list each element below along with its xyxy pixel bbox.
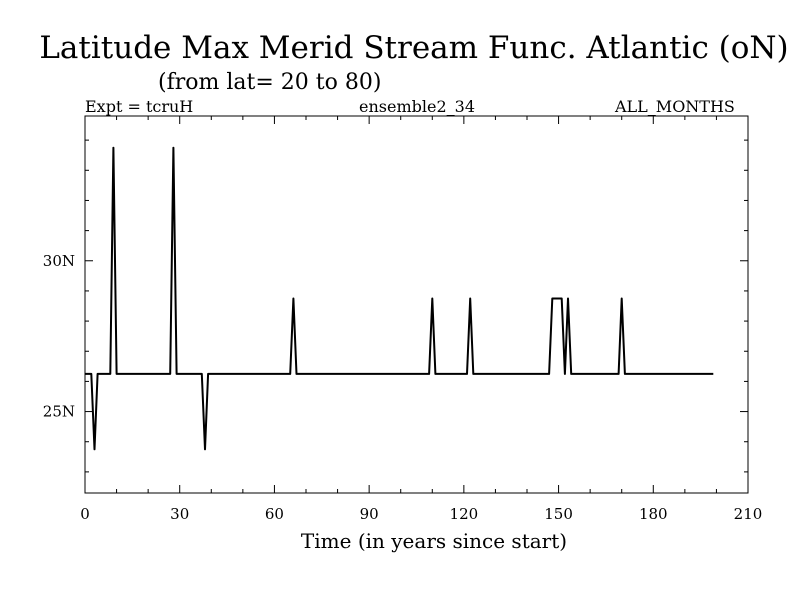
y-tick-label: 30N (43, 252, 75, 270)
chart-title: Latitude Max Merid Stream Func. Atlantic… (39, 30, 789, 66)
x-tick-label: 0 (80, 505, 90, 523)
experiment-label: Expt = tcruH (85, 97, 194, 116)
x-tick-label: 30 (170, 505, 189, 523)
x-tick-label: 180 (639, 505, 668, 523)
series-line (85, 146, 714, 451)
x-tick-label: 210 (734, 505, 763, 523)
x-tick-label: 60 (265, 505, 284, 523)
x-axis-label: Time (in years since start) (300, 529, 568, 553)
plot-frame (84, 115, 749, 494)
x-tick-label: 150 (544, 505, 573, 523)
y-tick-label: 25N (43, 403, 75, 421)
ensemble-label: ensemble2_34 (359, 97, 475, 116)
chart-subtitle: (from lat= 20 to 80) (158, 70, 382, 95)
months-label: ALL_MONTHS (615, 97, 735, 116)
x-tick-label: 120 (450, 505, 479, 523)
x-tick-label: 90 (360, 505, 379, 523)
